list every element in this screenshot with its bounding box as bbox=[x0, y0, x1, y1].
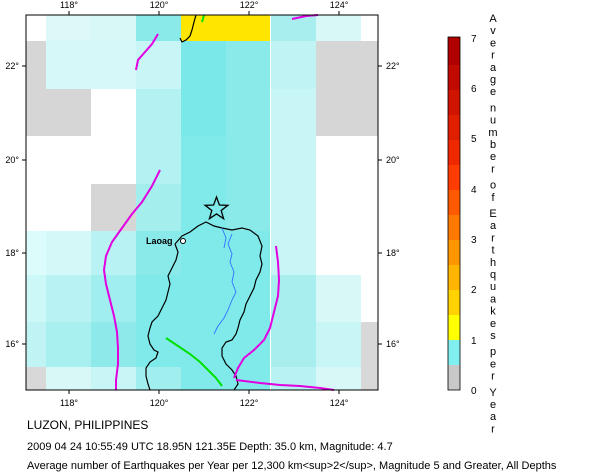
map-frame bbox=[25, 14, 379, 391]
colorbar-segment bbox=[448, 140, 460, 165]
colorbar-ticks: 0 1 2 3 4 5 6 7 bbox=[471, 34, 477, 397]
colorbar-tick-label: 0 bbox=[471, 386, 477, 397]
lon-tick-label-top: 118° bbox=[60, 0, 78, 10]
colorbar-segment bbox=[448, 240, 460, 265]
event-summary: 2009 04 24 10:55:49 UTC 18.95N 121.35E D… bbox=[27, 441, 393, 453]
fault-lines bbox=[165, 14, 223, 387]
lat-tick-label-left: 16° bbox=[5, 339, 19, 349]
lat-tick-label-right: 16° bbox=[386, 339, 400, 349]
epicenter-star-icon bbox=[203, 195, 230, 221]
colorbar-tick-label: 1 bbox=[471, 336, 477, 347]
seismicity-grid bbox=[26, 15, 378, 390]
colorbar-segment bbox=[448, 365, 460, 390]
lon-tick-label-bottom: 120° bbox=[150, 398, 169, 408]
colorbar-tick-label: 6 bbox=[471, 84, 477, 95]
lat-tick-label-right: 20° bbox=[386, 155, 400, 165]
lon-tick-label-top: 122° bbox=[240, 0, 259, 10]
colorbar-tick-label: 5 bbox=[471, 134, 477, 145]
frame-ticks bbox=[22, 11, 382, 394]
city-marker-icon bbox=[180, 238, 186, 244]
colorbar-segment bbox=[448, 215, 460, 240]
lon-tick-label-top: 124° bbox=[330, 0, 349, 10]
region-title: LUZON, PHILIPPINES bbox=[27, 418, 149, 432]
lon-tick-label-bottom: 118° bbox=[60, 398, 78, 408]
colorbar-segment bbox=[448, 290, 460, 315]
lat-tick-label-left: 22° bbox=[5, 61, 19, 71]
luzon-coastline bbox=[145, 14, 263, 391]
colorbar-segment bbox=[448, 65, 460, 90]
colorbar-segment bbox=[448, 90, 460, 115]
colorbar-segment bbox=[448, 190, 460, 215]
lon-tick-label-bottom: 122° bbox=[240, 398, 259, 408]
colorbar bbox=[447, 36, 461, 391]
lat-tick-label-right: 22° bbox=[386, 61, 400, 71]
colorbar-segment bbox=[448, 265, 460, 290]
rivers bbox=[213, 227, 237, 335]
colorbar-tick-label: 4 bbox=[471, 185, 477, 196]
colorbar-tick-label: 7 bbox=[471, 34, 477, 45]
colorbar-segment bbox=[448, 165, 460, 190]
colorbar-tick-label: 3 bbox=[471, 235, 477, 246]
city-label: Laoag bbox=[146, 236, 173, 246]
colorbar-segment bbox=[448, 115, 460, 140]
colorbar-tick-label: 2 bbox=[471, 285, 477, 296]
colorbar-segment bbox=[448, 37, 460, 65]
colorbar-segment bbox=[448, 315, 460, 340]
lat-tick-label-left: 20° bbox=[5, 155, 19, 165]
plate-boundaries bbox=[102, 14, 335, 391]
map-description: Average number of Earthquakes per Year p… bbox=[27, 460, 557, 472]
lat-tick-label-left: 18° bbox=[5, 248, 19, 258]
colorbar-segment bbox=[448, 340, 460, 365]
lon-tick-label-top: 120° bbox=[150, 0, 169, 10]
colorbar-frame bbox=[447, 36, 461, 391]
lat-tick-label-right: 18° bbox=[386, 248, 400, 258]
lon-tick-label-bottom: 124° bbox=[330, 398, 349, 408]
